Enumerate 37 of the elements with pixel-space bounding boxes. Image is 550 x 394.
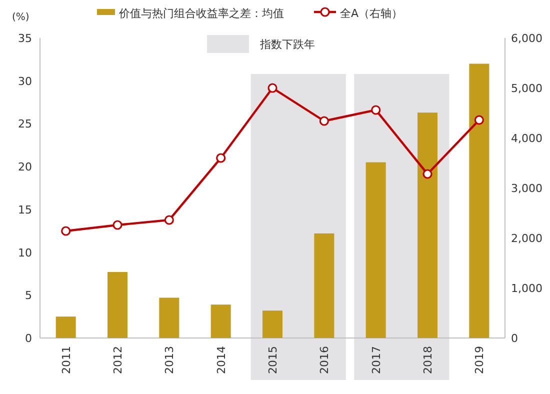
x-tick-label: 2016 bbox=[318, 346, 332, 374]
point bbox=[112, 220, 122, 230]
point bbox=[164, 215, 174, 225]
x-tick-label: 2013 bbox=[163, 346, 176, 374]
y2-tick-label: 6,000 bbox=[511, 32, 542, 45]
point bbox=[216, 153, 226, 163]
point bbox=[319, 116, 329, 126]
x-tick-label: 2011 bbox=[60, 346, 73, 374]
y-tick-label: 35 bbox=[18, 32, 32, 45]
y-tick-label: 0 bbox=[25, 332, 32, 345]
y-tick-label: 10 bbox=[18, 246, 32, 260]
x-tick-label: 2018 bbox=[422, 346, 434, 374]
x-tick-label: 2019 bbox=[473, 346, 486, 374]
point bbox=[371, 105, 381, 115]
y2-tick-label: 2,000 bbox=[511, 232, 542, 245]
x-tick-label: 2017 bbox=[370, 346, 383, 374]
y2-tick-label: 5,000 bbox=[511, 82, 542, 95]
y-tick-label: 5 bbox=[25, 289, 32, 302]
y-tick-label: 15 bbox=[18, 203, 32, 216]
y2-tick-label: 0 bbox=[511, 332, 518, 345]
legend-label: 价值与热门组合收益率之差：均值 bbox=[118, 7, 284, 20]
point bbox=[422, 169, 432, 179]
y2-tick-label: 3,000 bbox=[511, 182, 542, 195]
x-tick-label: 2015 bbox=[266, 346, 280, 374]
legend-label: 指数下跌年 bbox=[259, 38, 315, 51]
y2-tick-label: 1,000 bbox=[511, 282, 542, 295]
x-tick-label: 2014 bbox=[214, 346, 228, 374]
point bbox=[268, 83, 278, 93]
y-axis-title: (%) bbox=[12, 12, 30, 23]
x-tick-label: 2012 bbox=[112, 346, 124, 374]
y2-tick-label: 4,000 bbox=[511, 132, 542, 145]
y-tick-label: 25 bbox=[18, 118, 32, 131]
y-tick-label: 20 bbox=[18, 160, 32, 174]
y-tick-label: 30 bbox=[18, 74, 32, 88]
legend-label: 全A（右轴） bbox=[340, 7, 403, 20]
point bbox=[61, 226, 71, 236]
point bbox=[474, 115, 484, 125]
